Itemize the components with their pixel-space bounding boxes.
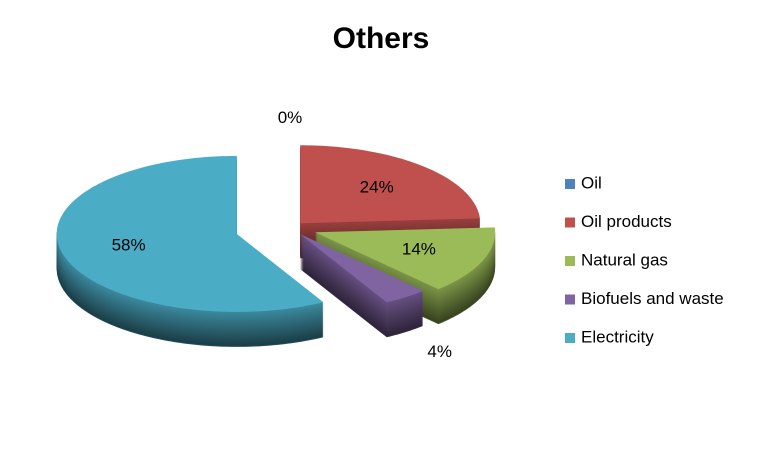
data-label: 14% bbox=[402, 240, 436, 259]
legend-label: Electricity bbox=[581, 327, 654, 346]
legend-swatch bbox=[565, 333, 575, 343]
data-label: 4% bbox=[427, 342, 452, 361]
legend-swatch bbox=[565, 217, 575, 228]
legend-label: Oil products bbox=[581, 212, 672, 231]
legend-label: Oil bbox=[581, 173, 602, 192]
legend-label: Natural gas bbox=[581, 250, 668, 269]
data-label: 24% bbox=[360, 177, 394, 196]
data-label: 0% bbox=[278, 108, 303, 127]
chart-title: Others bbox=[333, 22, 430, 55]
legend-label: Biofuels and waste bbox=[581, 289, 724, 308]
data-label: 58% bbox=[112, 235, 146, 254]
pie-slice bbox=[299, 233, 424, 303]
pie-slice bbox=[315, 227, 496, 290]
pie-slice bbox=[56, 155, 324, 312]
pie-slice bbox=[300, 145, 480, 224]
legend-swatch bbox=[565, 294, 575, 305]
legend-swatch bbox=[565, 256, 575, 266]
legend-swatch bbox=[565, 179, 575, 189]
